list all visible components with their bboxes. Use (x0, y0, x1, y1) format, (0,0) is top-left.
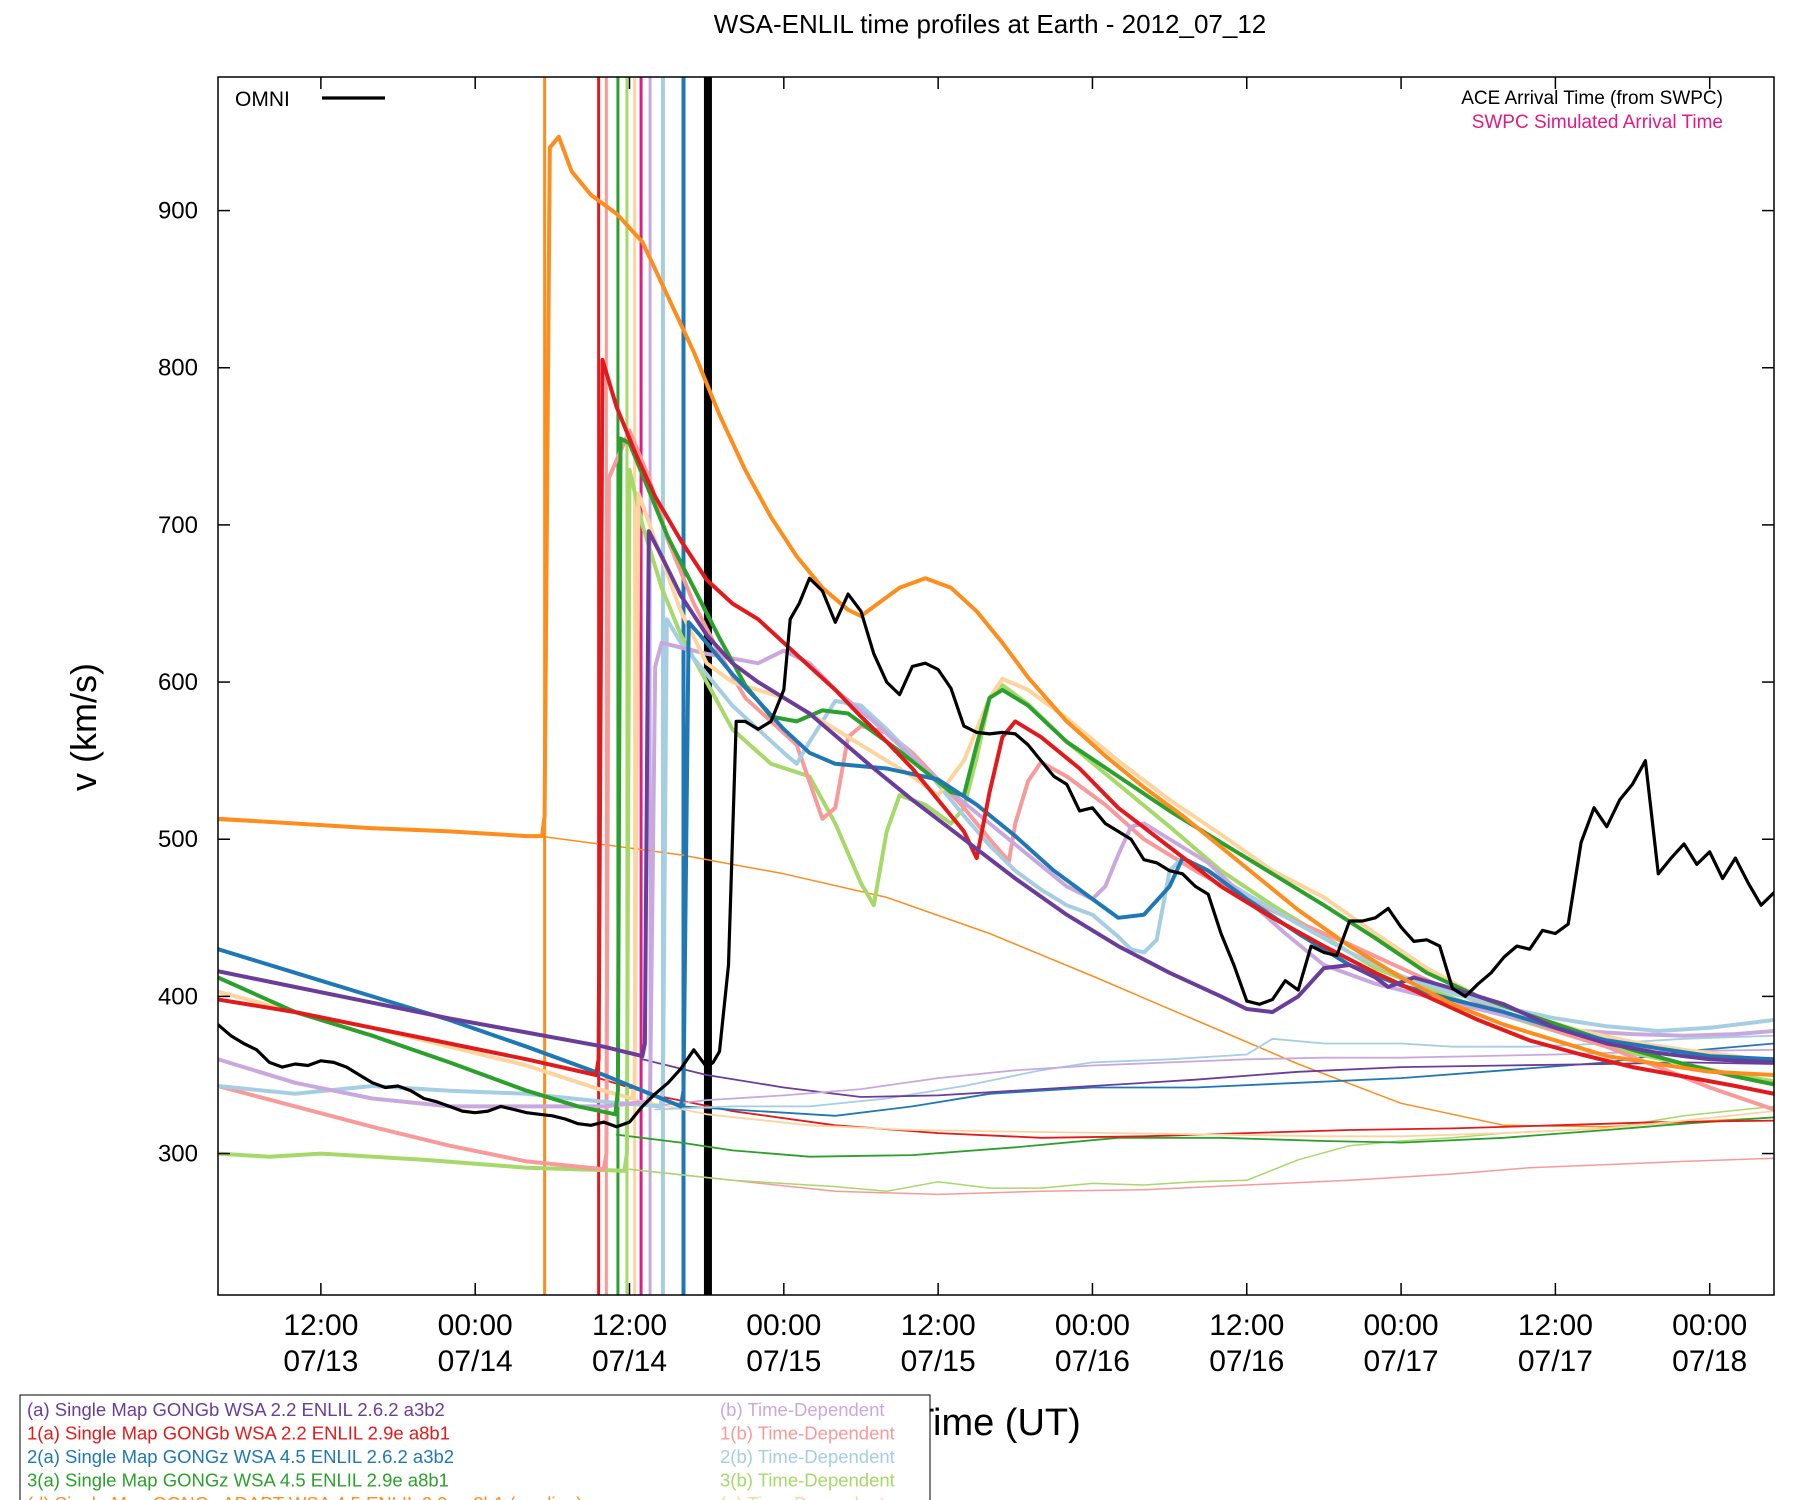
legend-entry-b-2: 2(b) Time-Dependent (720, 1446, 895, 1467)
legend-entry-a-1: 1(a) Single Map GONGb WSA 2.2 ENLIL 2.9e… (27, 1423, 450, 1444)
series-line-3 (615, 1116, 1774, 1158)
x-tick-date-label: 07/16 (1209, 1345, 1284, 1378)
series-line-5 (628, 1097, 1774, 1138)
x-tick-time-label: 12:00 (1209, 1309, 1284, 1342)
y-tick-label: 800 (158, 355, 198, 382)
series-line-20 (218, 576, 1774, 1129)
x-tick-time-label: 12:00 (1518, 1309, 1593, 1342)
chart-title: WSA-ENLIL time profiles at Earth - 2012_… (714, 9, 1267, 39)
omni-legend: OMNI (235, 88, 385, 111)
series-line-9 (649, 1048, 1774, 1108)
swpc-arrival-label: SWPC Simulated Arrival Time (1472, 112, 1723, 133)
x-tick-time-label: 00:00 (1672, 1309, 1747, 1342)
series-legend-box (19, 1394, 931, 1500)
x-tick-time-label: 00:00 (1055, 1309, 1130, 1342)
y-tick-label: 500 (158, 826, 198, 853)
legend-entry-b-1: 1(b) Time-Dependent (720, 1423, 895, 1444)
x-tick-time-label: 12:00 (283, 1309, 358, 1342)
x-tick-time-label: 00:00 (746, 1309, 821, 1342)
x-tick-time-label: 12:00 (592, 1309, 667, 1342)
y-tick-label: 400 (158, 983, 198, 1010)
series-line-11 (218, 428, 1774, 1172)
legend-entry-a-3: 3(a) Single Map GONGz WSA 4.5 ENLIL 2.9e… (27, 1470, 449, 1491)
arrival-legend: ACE Arrival Time (from SWPC) SWPC Simula… (1461, 88, 1723, 133)
series-line-1 (628, 1157, 1774, 1196)
x-tick-date-label: 07/15 (746, 1345, 821, 1378)
x-tick-time-label: 00:00 (438, 1309, 513, 1342)
series-line-0 (218, 819, 1774, 1128)
y-tick-label: 700 (158, 512, 198, 539)
y-tick-label: 300 (158, 1141, 198, 1168)
plot-area: 30040050060070080090012:0007/1300:0007/1… (158, 76, 1775, 1378)
series-line-4 (597, 1077, 1774, 1139)
x-tick-date-label: 07/13 (283, 1345, 358, 1378)
ace-arrival-label: ACE Arrival Time (from SWPC) (1461, 88, 1723, 109)
plot-frame (217, 76, 1775, 1296)
legend-entry-b-3: 3(b) Time-Dependent (720, 1470, 895, 1491)
legend-entry-a-4: (d) Single Map GONGz ADAPT WSA 4.5 ENLIL… (27, 1493, 582, 1500)
legend-entry-a-2: 2(a) Single Map GONGz WSA 4.5 ENLIL 2.6.… (27, 1446, 454, 1467)
x-tick-date-label: 07/17 (1518, 1345, 1593, 1378)
y-tick-label: 600 (158, 669, 198, 696)
x-tick-date-label: 07/14 (438, 1345, 513, 1378)
x-tick-date-label: 07/15 (901, 1345, 976, 1378)
y-axis-label: v (km/s) (63, 663, 104, 791)
omni-legend-label: OMNI (235, 88, 290, 111)
series-line-10 (218, 467, 1774, 1173)
x-tick-date-label: 07/16 (1055, 1345, 1130, 1378)
legend-entry-b-4: (e) Time-Dependent (720, 1493, 885, 1500)
x-axis-label: Time (UT) (911, 1402, 1081, 1444)
series-line-8 (641, 1058, 1774, 1098)
legend-entry-a-0: (a) Single Map GONGb WSA 2.2 ENLIL 2.6.2… (27, 1399, 445, 1420)
series-line-19 (218, 134, 1774, 1077)
x-tick-time-label: 00:00 (1364, 1309, 1439, 1342)
y-tick-label: 900 (158, 198, 198, 225)
series-line-18 (218, 529, 1774, 1065)
series-line-15 (218, 436, 1774, 1117)
series-line-17 (218, 357, 1774, 1096)
x-tick-date-label: 07/17 (1364, 1345, 1439, 1378)
legend-entry-b-0: (b) Time-Dependent (720, 1399, 885, 1420)
series-line-16 (218, 620, 1774, 1109)
x-tick-date-label: 07/18 (1672, 1345, 1747, 1378)
x-tick-date-label: 07/14 (592, 1345, 667, 1378)
series-legend: (a) Single Map GONGb WSA 2.2 ENLIL 2.6.2… (19, 1394, 931, 1500)
x-tick-time-label: 12:00 (901, 1309, 976, 1342)
